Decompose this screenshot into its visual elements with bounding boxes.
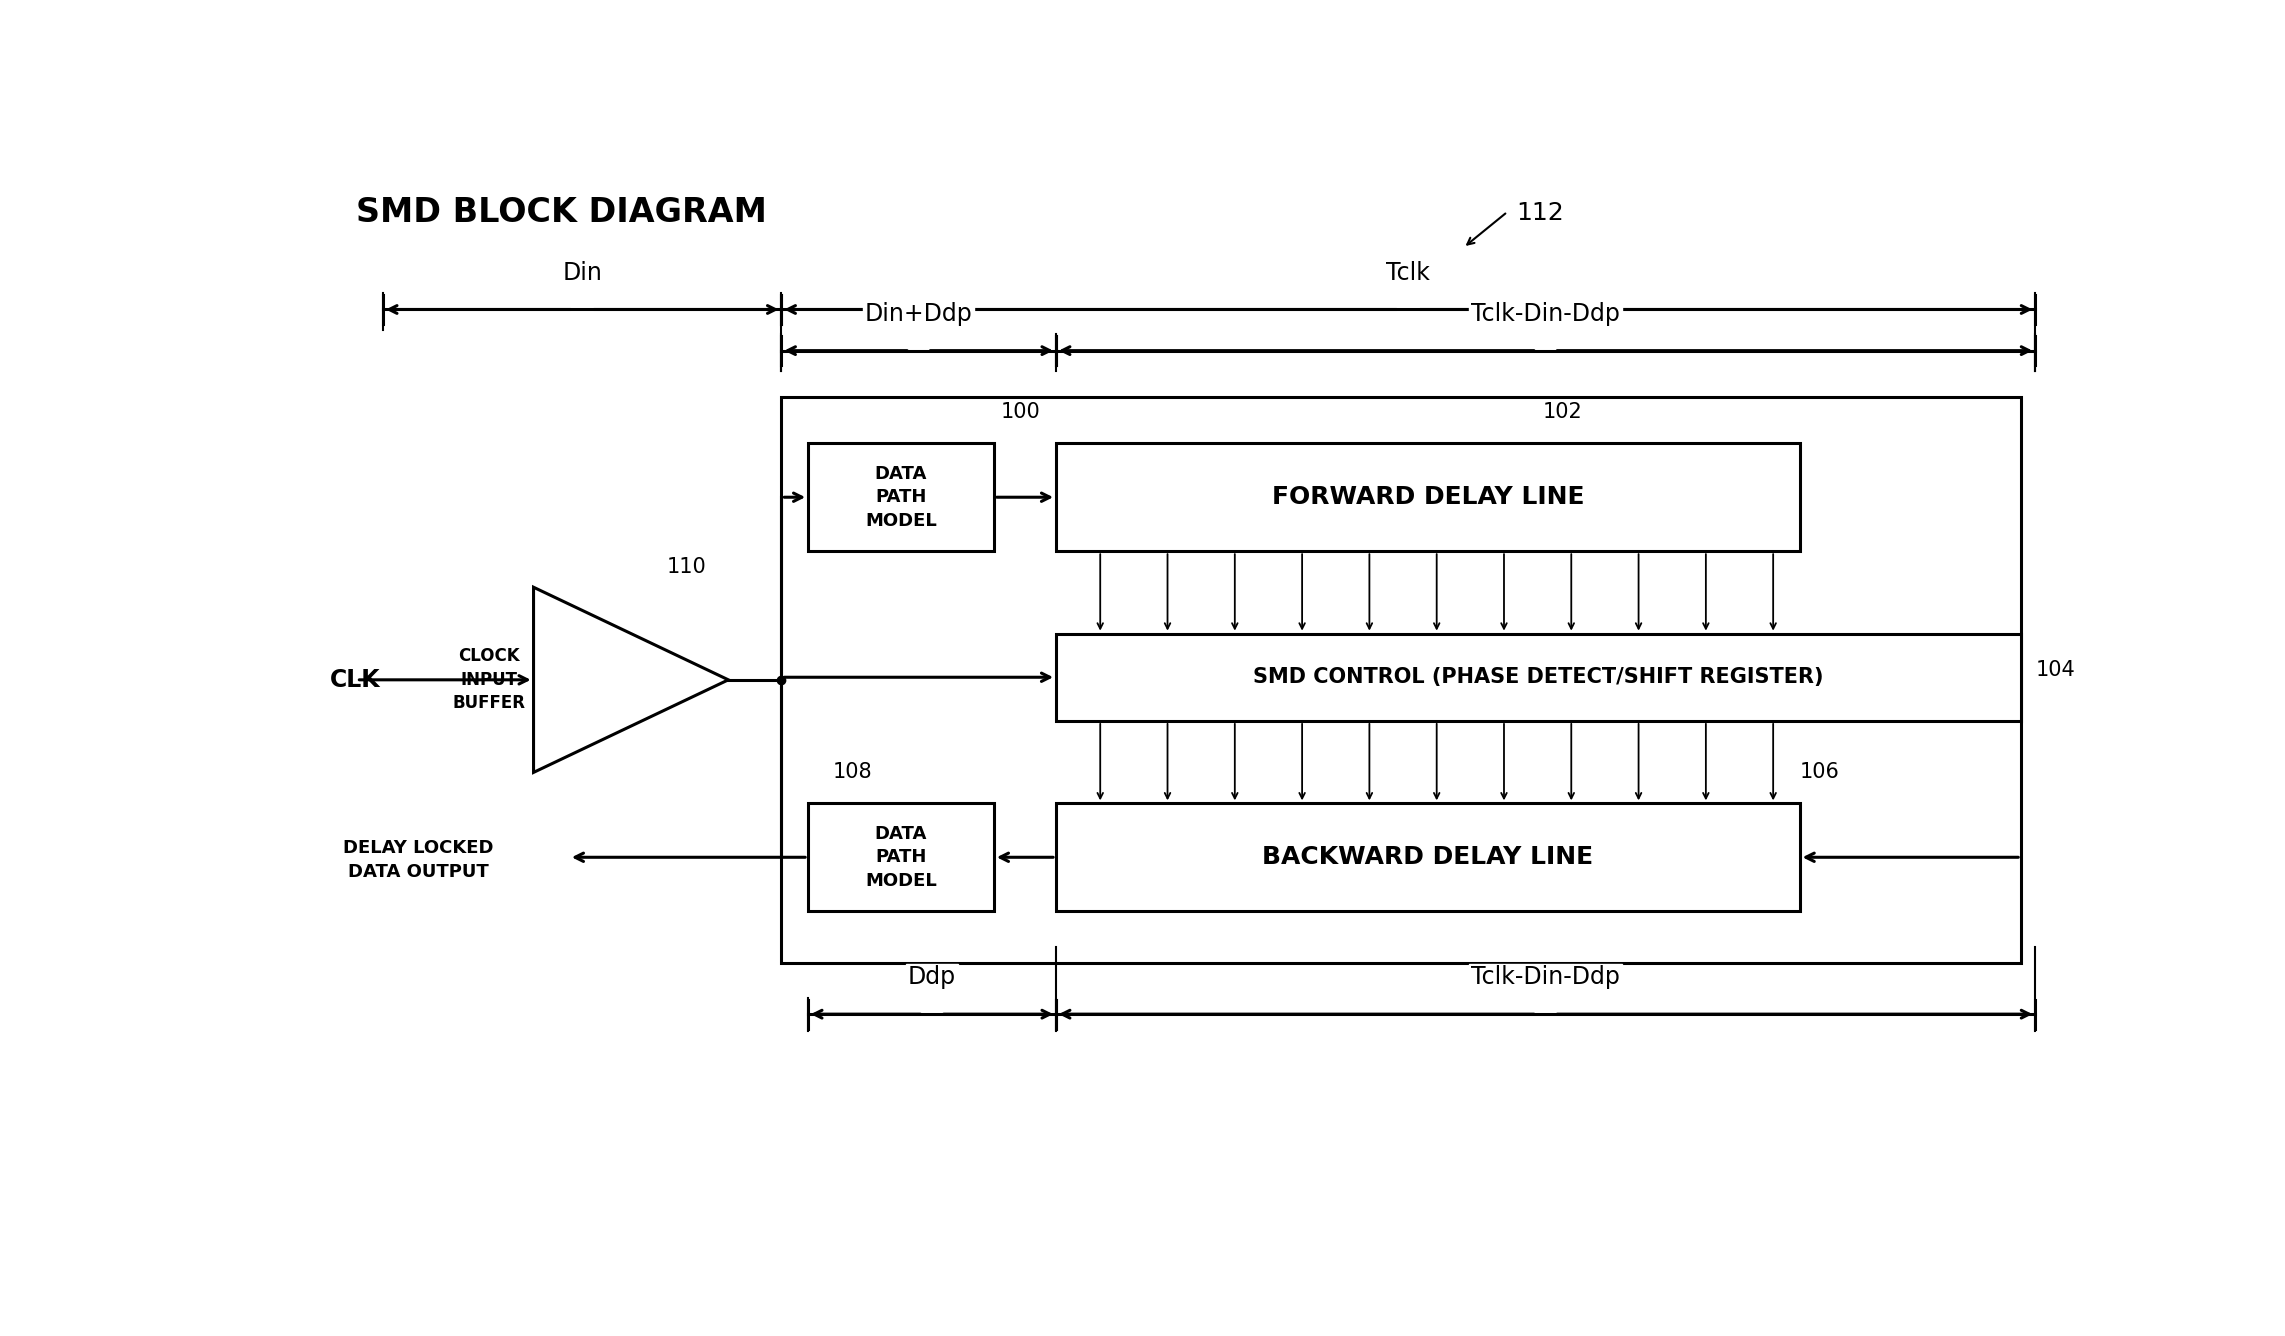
Bar xyxy=(781,397,2022,963)
Text: Din: Din xyxy=(562,261,603,285)
Text: Tclk-Din-Ddp: Tclk-Din-Ddp xyxy=(1472,966,1620,990)
Text: CLK: CLK xyxy=(329,668,382,692)
Text: BACKWARD DELAY LINE: BACKWARD DELAY LINE xyxy=(1261,846,1593,870)
Bar xyxy=(1056,633,2022,721)
Text: 108: 108 xyxy=(832,763,873,783)
Text: SMD CONTROL (PHASE DETECT/SHIFT REGISTER): SMD CONTROL (PHASE DETECT/SHIFT REGISTER… xyxy=(1252,667,1823,687)
Text: 100: 100 xyxy=(1001,402,1040,422)
Text: FORWARD DELAY LINE: FORWARD DELAY LINE xyxy=(1270,485,1584,509)
Text: 112: 112 xyxy=(1517,202,1565,226)
Text: 106: 106 xyxy=(1801,763,1839,783)
Bar xyxy=(1056,444,1801,552)
Text: 102: 102 xyxy=(1542,402,1584,422)
Text: Tclk-Din-Ddp: Tclk-Din-Ddp xyxy=(1472,302,1620,326)
Text: Ddp: Ddp xyxy=(907,966,955,990)
Text: SMD BLOCK DIAGRAM: SMD BLOCK DIAGRAM xyxy=(356,196,768,230)
Text: 104: 104 xyxy=(2036,660,2075,680)
Text: DELAY LOCKED
DATA OUTPUT: DELAY LOCKED DATA OUTPUT xyxy=(343,839,494,880)
Text: DATA
PATH
MODEL: DATA PATH MODEL xyxy=(866,465,937,530)
Text: DATA
PATH
MODEL: DATA PATH MODEL xyxy=(866,824,937,890)
Bar xyxy=(809,803,994,911)
Text: 110: 110 xyxy=(667,557,706,577)
Bar xyxy=(1056,803,1801,911)
Text: CLOCK
INPUT
BUFFER: CLOCK INPUT BUFFER xyxy=(452,647,526,712)
Text: Tclk: Tclk xyxy=(1387,261,1430,285)
Text: Din+Ddp: Din+Ddp xyxy=(864,302,973,326)
Bar xyxy=(809,444,994,552)
